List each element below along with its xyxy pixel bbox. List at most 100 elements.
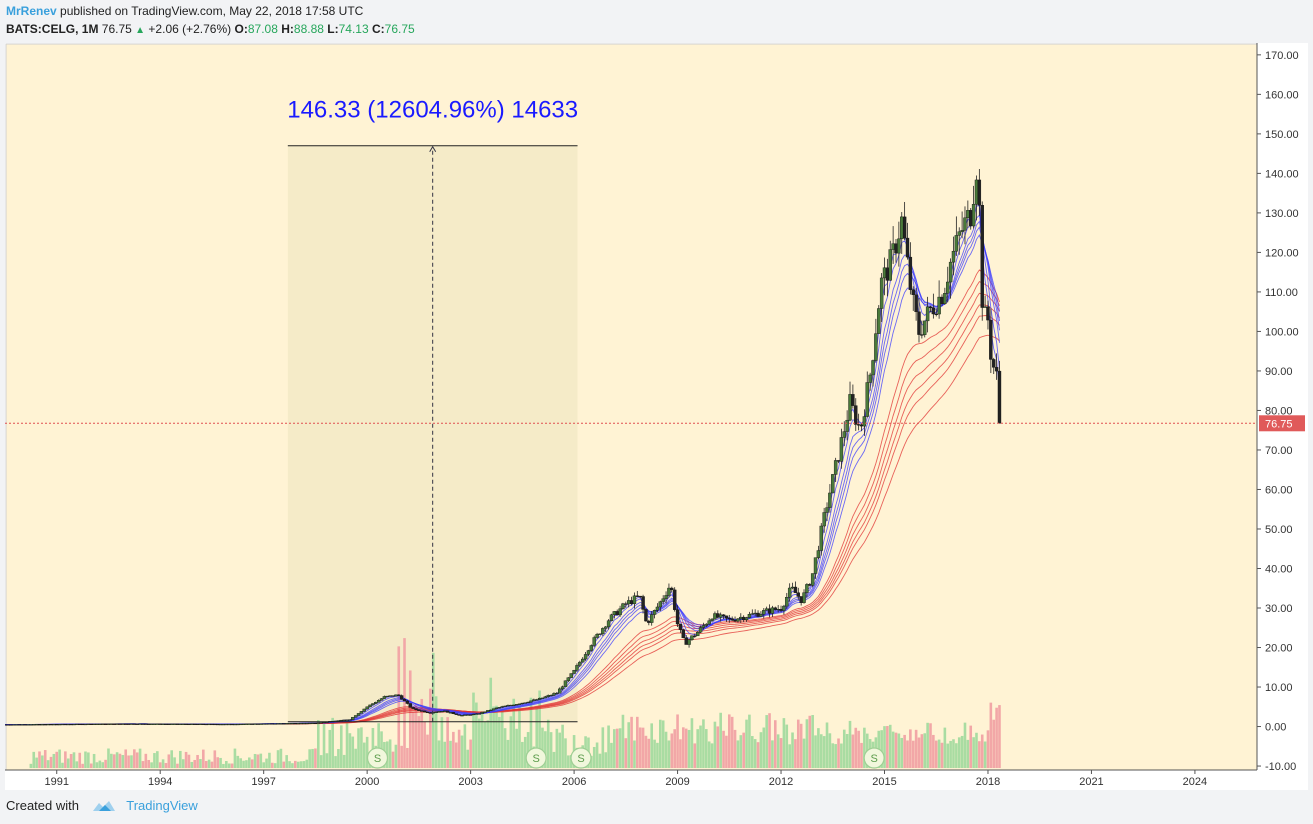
candle-body [825, 507, 829, 513]
x-tick-label: 2018 [976, 776, 1000, 788]
candle-body [667, 587, 671, 596]
y-tick-label: 50.00 [1265, 524, 1293, 536]
volume-bar [440, 717, 444, 769]
candle-body [684, 637, 688, 645]
candle-body [670, 587, 674, 591]
volume-bar [624, 738, 628, 769]
candle-body [236, 723, 240, 726]
tradingview-brand-link[interactable]: TradingView [126, 798, 198, 813]
candle-body [40, 724, 45, 726]
candle-body [376, 700, 381, 703]
volume-bar [452, 731, 455, 769]
candle-body [879, 277, 884, 309]
candle-body [109, 723, 114, 725]
volume-bar [164, 763, 168, 769]
volume-bar [610, 742, 613, 769]
volume-bar [745, 719, 748, 769]
volume-bar [719, 712, 722, 769]
candle-body [63, 723, 68, 726]
y-tick-label: 120.00 [1265, 247, 1299, 259]
y-tick-label: 10.00 [1265, 682, 1293, 694]
dividend-marker-icon[interactable] [863, 747, 885, 769]
volume-bar [943, 727, 947, 769]
candle-body [23, 724, 27, 726]
volume-bar [250, 759, 254, 769]
dividend-marker-icon[interactable] [366, 747, 389, 769]
volume-bar [207, 759, 211, 769]
volume-bar [124, 749, 128, 769]
candle-body [741, 616, 746, 621]
volume-bar [842, 729, 846, 769]
volume-bar [38, 751, 41, 769]
candle-body [753, 612, 757, 615]
candle-body [244, 723, 249, 725]
volume-bar [296, 761, 300, 769]
volume-bar [190, 761, 194, 769]
candle-body [210, 723, 214, 726]
candle-body [632, 595, 637, 604]
candle-body [425, 711, 430, 714]
volume-bar [923, 733, 927, 769]
candle-body [920, 334, 924, 336]
volume-bar [328, 729, 332, 769]
volume-bar [354, 748, 357, 769]
volume-bar [248, 757, 251, 769]
volume-bar [503, 728, 507, 769]
dividend-marker-icon[interactable] [570, 747, 592, 769]
plot-area[interactable] [5, 43, 1258, 772]
volume-bar [644, 735, 648, 769]
volume-bar [138, 748, 142, 769]
candle-body [397, 694, 401, 696]
candle-body [900, 216, 904, 240]
volume-bar [659, 719, 662, 769]
candle-body [471, 713, 476, 716]
volume-bar [500, 710, 504, 769]
volume-bar [362, 742, 366, 769]
volume-bar [403, 638, 406, 769]
candle-body [192, 723, 197, 725]
candle-body [379, 698, 384, 701]
candle-body [115, 723, 119, 725]
price-chart[interactable]: 146.33 (12604.96%) 14633 S S S S 170.00 160.00… [5, 43, 1308, 790]
candle-body [92, 723, 96, 725]
volume-bar [630, 716, 633, 769]
candle-body [118, 723, 122, 725]
candle-body [601, 628, 605, 635]
candle-body [549, 695, 553, 697]
volume-bar [940, 742, 944, 769]
volume-bar [299, 761, 303, 769]
chart-area[interactable]: 146.33 (12604.96%) 14633 S S S S 170.00 160.00… [5, 43, 1308, 790]
volume-bar [900, 737, 904, 769]
candle-body [537, 698, 542, 700]
volume-bar [506, 739, 510, 769]
volume-bar [837, 738, 840, 769]
volume-bar [477, 718, 481, 769]
candle-body [287, 723, 292, 725]
candle-body [307, 722, 312, 725]
candle-body [897, 238, 901, 254]
dividend-marker-icon[interactable] [525, 747, 547, 769]
volume-bar [187, 754, 191, 769]
candle-body [690, 635, 694, 640]
open-value: 87.08 [247, 22, 278, 36]
volume-bar [980, 734, 984, 769]
candle-body [296, 723, 300, 725]
time-axis[interactable] [5, 770, 1308, 790]
volume-bar [161, 759, 165, 769]
volume-bar [253, 753, 257, 769]
candle-body [155, 723, 160, 725]
volume-bar [670, 733, 674, 769]
volume-bar [796, 719, 800, 769]
author-link[interactable]: MrRenev [6, 4, 57, 18]
candle-body [966, 210, 970, 219]
volume-bar [225, 761, 228, 769]
candle-body [261, 723, 266, 725]
volume-bar [89, 763, 93, 769]
candle-body [351, 717, 355, 720]
candle-body [736, 618, 740, 622]
volume-bar [334, 756, 337, 769]
symbol-name: BATS:CELG, 1M [6, 22, 99, 36]
candle-body [842, 431, 846, 438]
volume-bar [641, 727, 645, 769]
candle-body [805, 584, 809, 593]
